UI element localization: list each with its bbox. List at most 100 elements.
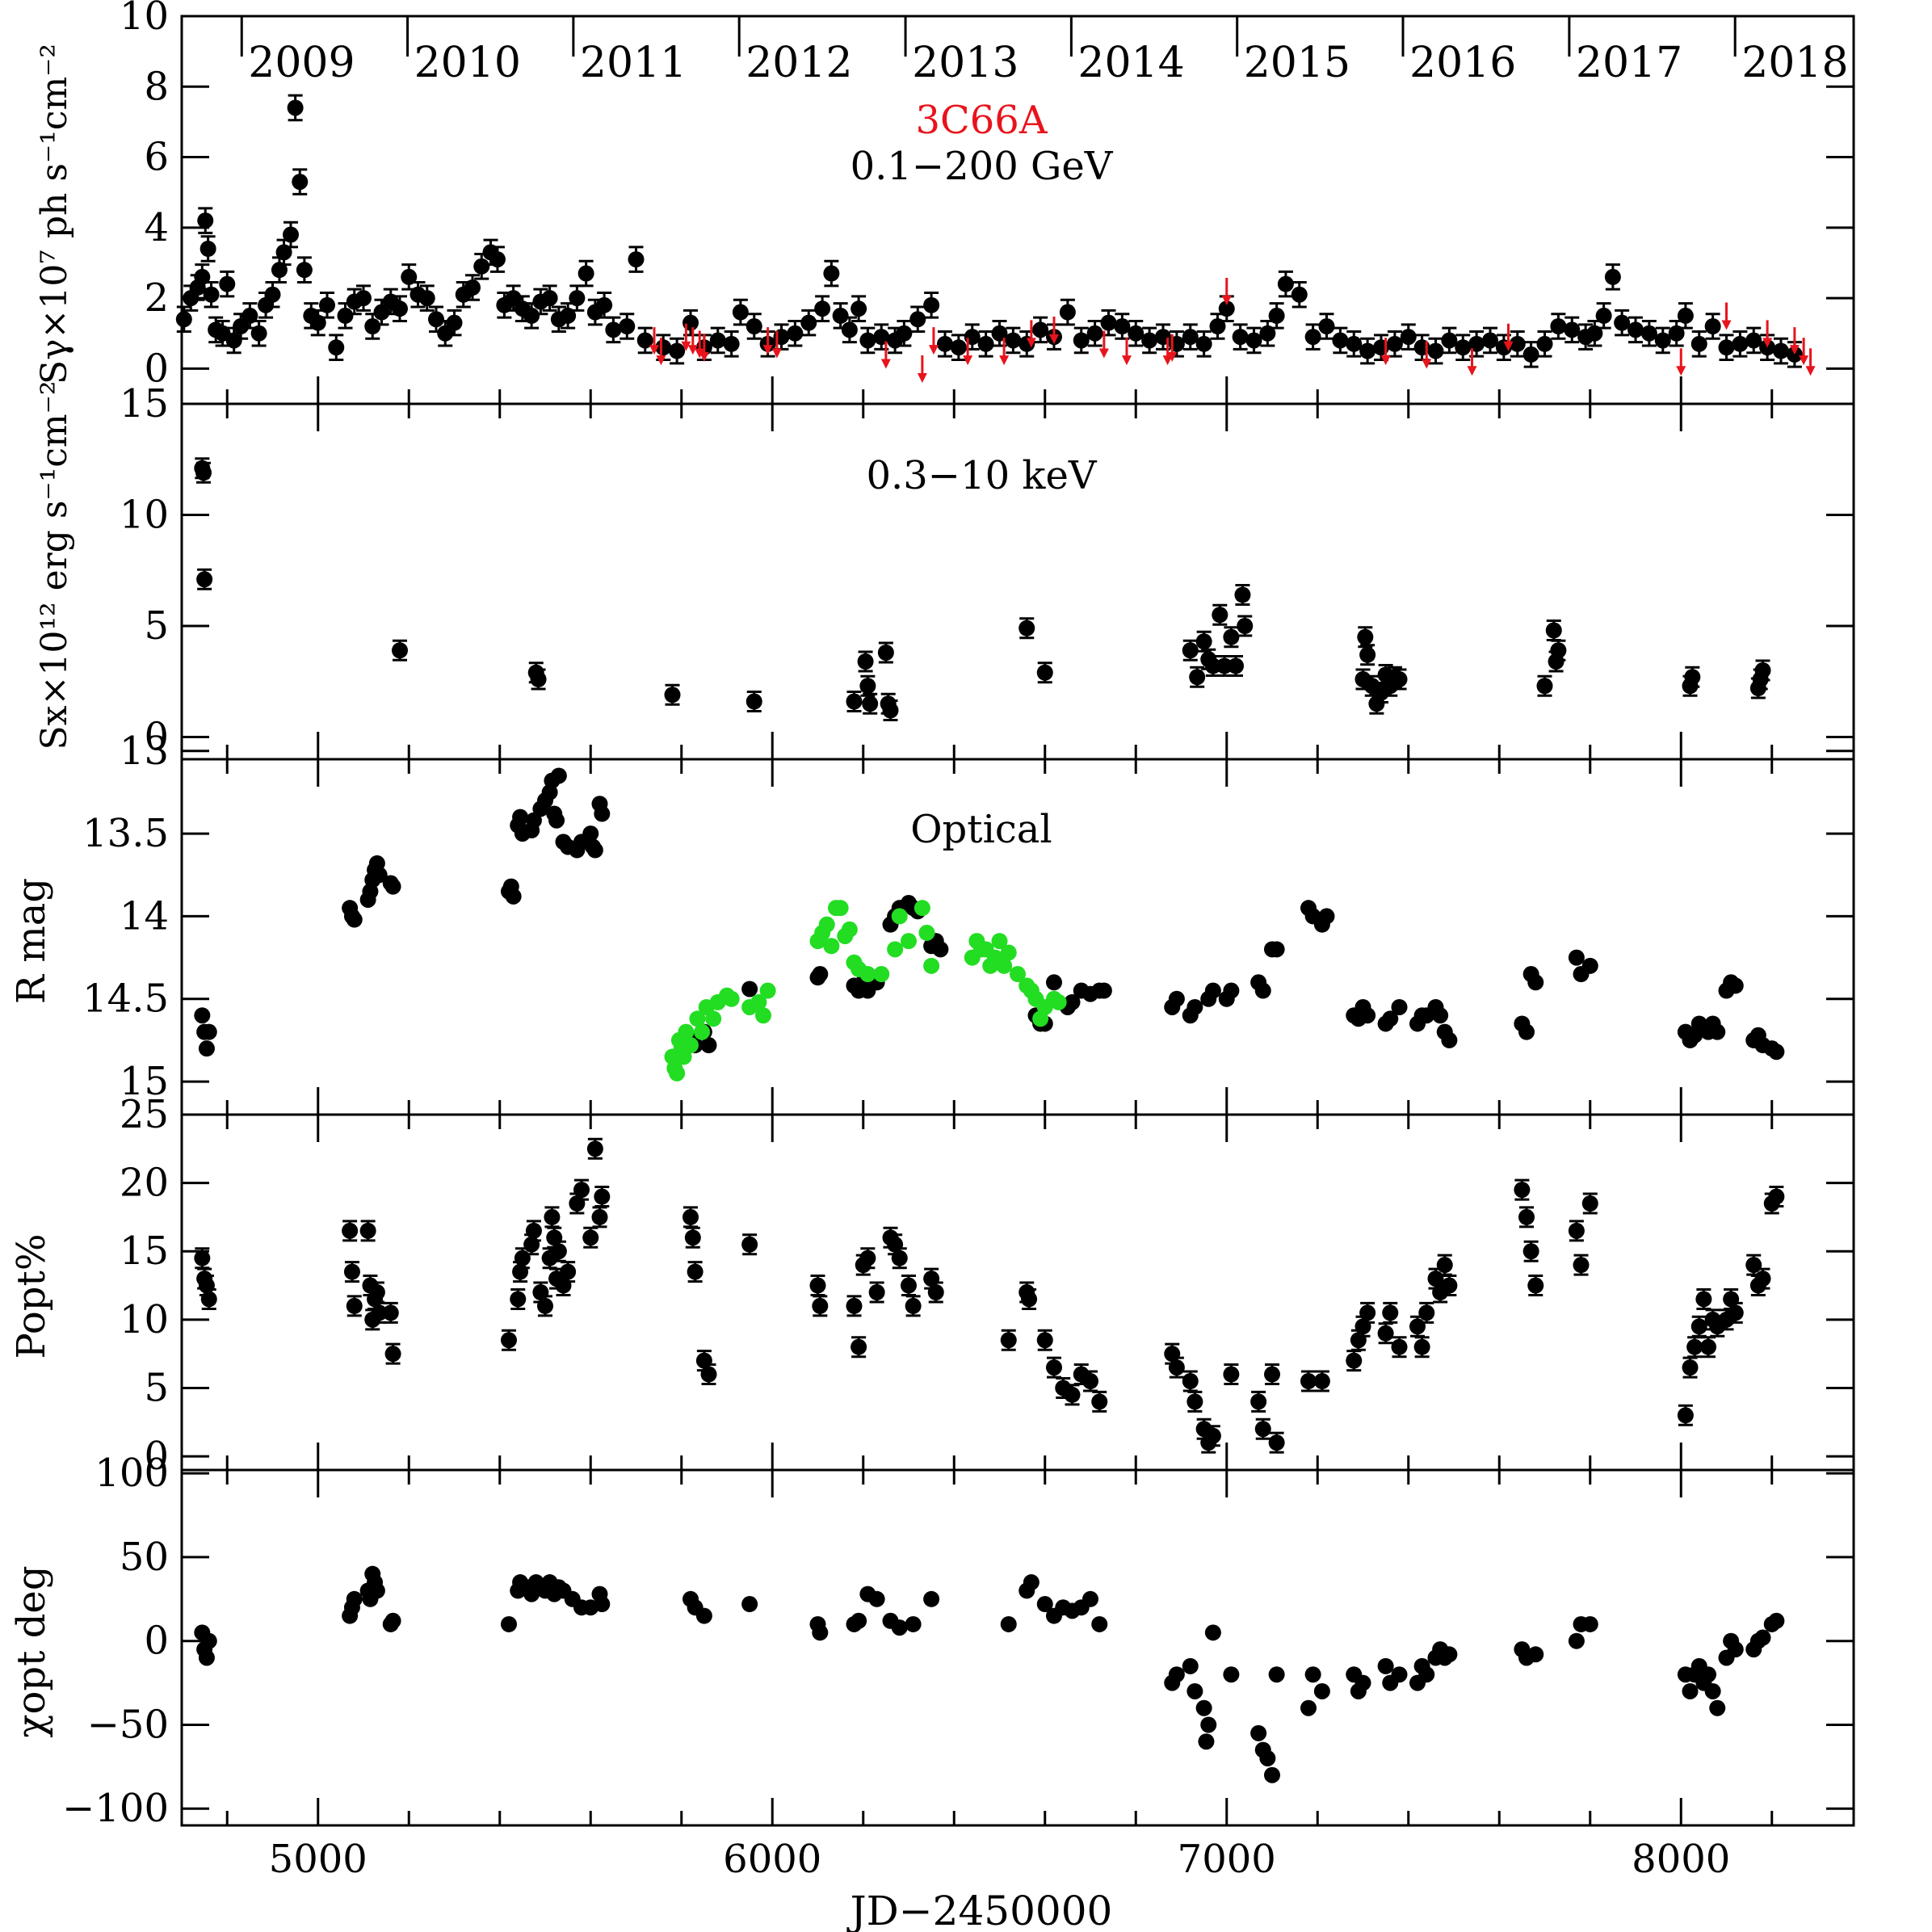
- data-point: [382, 1304, 399, 1321]
- y-tick-label: −50: [87, 1702, 169, 1747]
- y-tick-label: 8: [144, 64, 169, 109]
- data-point: [1264, 1366, 1280, 1383]
- data-point: [1614, 314, 1631, 331]
- upper-limit-arrowhead: [681, 341, 691, 351]
- data-point: [746, 318, 762, 334]
- data-point: [1441, 1031, 1458, 1048]
- data-point: [1382, 1010, 1399, 1027]
- data-point: [1064, 1386, 1081, 1403]
- data-point: [392, 300, 408, 317]
- data-point: [1564, 321, 1581, 338]
- data-point: [1768, 1612, 1785, 1629]
- data-point: [197, 212, 214, 229]
- y-tick-label: 15: [120, 381, 169, 426]
- upper-limit-arrowhead: [928, 345, 939, 355]
- data-point: [196, 571, 213, 588]
- data-point: [723, 335, 740, 352]
- upper-limit-arrowhead: [1789, 345, 1800, 355]
- data-point: [1628, 321, 1644, 338]
- upper-limit-arrowhead: [1122, 355, 1132, 366]
- data-point: [1300, 1699, 1317, 1716]
- data-point: [868, 1284, 885, 1300]
- y-tick-label: 10: [120, 1297, 169, 1342]
- data-point: [1198, 1733, 1215, 1750]
- y-tick-label: 0: [144, 1434, 169, 1479]
- data-point: [669, 342, 686, 359]
- data-point: [242, 307, 258, 324]
- data-point: [841, 921, 858, 938]
- data-point: [814, 300, 831, 317]
- data-point: [514, 1250, 531, 1266]
- data-point: [1550, 642, 1567, 659]
- data-point: [759, 982, 776, 999]
- data-point: [841, 321, 858, 338]
- upper-limit-arrowhead: [762, 345, 773, 355]
- data-point: [1690, 335, 1707, 352]
- data-point: [550, 1243, 567, 1260]
- data-point: [1032, 321, 1049, 338]
- data-point: [1468, 335, 1485, 352]
- data-point: [1082, 1590, 1098, 1607]
- data-point: [1386, 335, 1403, 352]
- x-tick-label: 6000: [723, 1837, 821, 1882]
- year-label: 2011: [580, 39, 687, 87]
- data-point: [384, 1612, 401, 1629]
- data-point: [1259, 1749, 1276, 1766]
- data-point: [287, 99, 304, 116]
- angle-y-axis-label: χopt deg: [9, 1565, 54, 1737]
- data-point: [594, 1596, 611, 1613]
- data-point: [1000, 944, 1017, 961]
- data-point: [1050, 993, 1067, 1010]
- data-point: [1018, 620, 1035, 636]
- data-point: [233, 318, 250, 334]
- data-point: [746, 693, 762, 710]
- data-point: [1168, 1359, 1185, 1376]
- data-point: [250, 325, 267, 342]
- year-label: 2012: [746, 39, 852, 87]
- data-point: [510, 1291, 527, 1308]
- data-point: [619, 318, 636, 334]
- data-point: [194, 268, 211, 285]
- data-point: [1021, 1291, 1038, 1308]
- data-point: [1668, 325, 1685, 342]
- data-point: [1441, 1646, 1458, 1663]
- upper-limit-arrowhead: [1503, 341, 1514, 351]
- data-point: [271, 262, 288, 279]
- data-point: [544, 1208, 561, 1225]
- data-point: [578, 265, 594, 282]
- data-point: [923, 957, 940, 974]
- data-point: [1212, 607, 1228, 624]
- data-point: [1000, 1332, 1017, 1349]
- data-point: [846, 1297, 863, 1314]
- data-point: [1223, 982, 1240, 999]
- data-point: [1268, 1434, 1285, 1451]
- data-point: [200, 241, 216, 257]
- upper-limit-arrowhead: [699, 351, 709, 362]
- data-point: [1300, 1373, 1317, 1389]
- y-tick-label: 25: [120, 1092, 169, 1137]
- data-point: [1536, 678, 1553, 695]
- data-point: [364, 318, 381, 334]
- data-point: [859, 1250, 876, 1266]
- data-point: [586, 842, 603, 859]
- data-point: [937, 335, 953, 352]
- data-point: [203, 286, 220, 303]
- data-point: [283, 226, 299, 243]
- data-point: [1391, 671, 1408, 687]
- data-point: [787, 325, 804, 342]
- data-point: [1005, 332, 1022, 349]
- data-point: [1254, 982, 1271, 999]
- data-point: [401, 268, 418, 285]
- y-tick-label: 20: [120, 1161, 169, 1206]
- data-point: [741, 1236, 758, 1253]
- data-point: [560, 1263, 577, 1280]
- data-point: [1313, 1682, 1330, 1699]
- data-point: [1359, 342, 1376, 359]
- source-name-label: 3C66A: [915, 98, 1048, 143]
- year-label: 2016: [1409, 39, 1516, 87]
- data-point: [628, 251, 645, 268]
- data-point: [1682, 1359, 1699, 1376]
- data-point: [1581, 1195, 1598, 1212]
- data-point: [569, 290, 586, 307]
- data-point: [887, 941, 904, 958]
